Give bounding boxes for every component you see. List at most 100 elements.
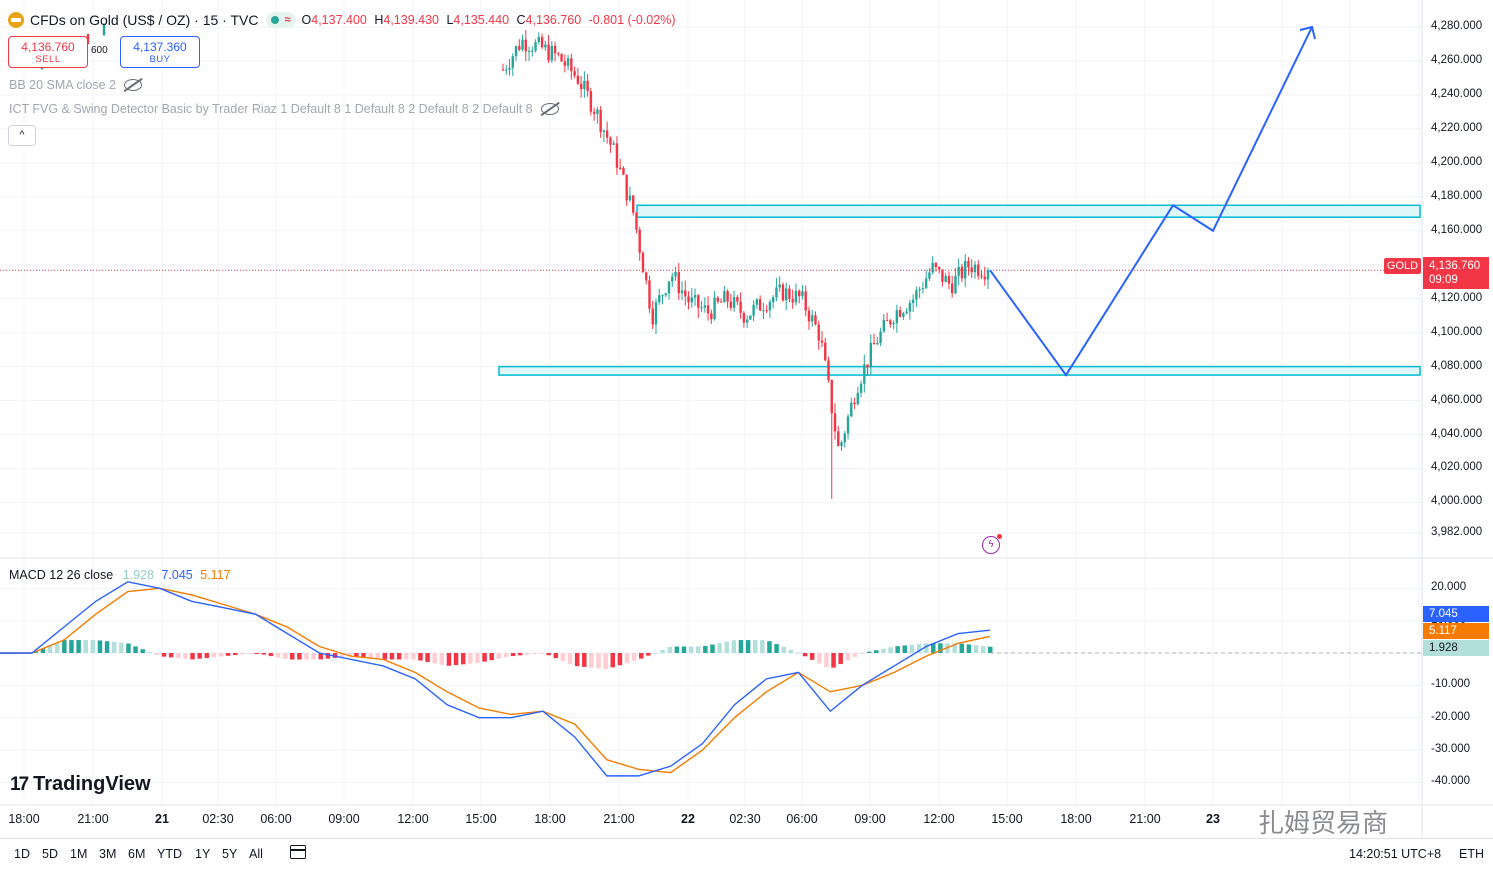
price-tick: 4,120.000 [1431, 291, 1483, 304]
time-tick: 09:00 [854, 812, 886, 826]
candle-body [739, 301, 742, 313]
range-button-ytd[interactable]: YTD [157, 847, 182, 861]
macd-histogram-bar [966, 644, 972, 653]
flash-alert-icon[interactable]: ϟ [982, 534, 1002, 554]
macd-histogram-bar [318, 653, 324, 660]
candle-body [853, 402, 856, 405]
candle-body [667, 281, 671, 294]
buy-label: BUY [149, 53, 171, 65]
price-tick: 4,020.000 [1431, 461, 1483, 474]
macd-hist-value: 1.928 [122, 568, 154, 582]
macd-histogram-bar [574, 653, 580, 667]
indicator-bb[interactable]: BB 20 SMA close 2 [9, 78, 143, 92]
tradingview-mark-icon: 17 [10, 773, 29, 795]
macd-histogram-bar [881, 648, 886, 653]
macd-histogram-bar [468, 653, 473, 664]
candle-body [911, 299, 915, 304]
indicator-ict[interactable]: ICT FVG & Swing Detector Basic by Trader… [9, 102, 559, 116]
macd-histogram-bar [197, 653, 202, 659]
range-button-1y[interactable]: 1Y [195, 847, 211, 861]
macd-histogram-bar [603, 653, 608, 670]
macd-legend[interactable]: MACD 12 26 close 1.928 7.045 5.117 [9, 568, 231, 582]
range-button-3m[interactable]: 3M [99, 847, 117, 861]
macd-histogram-bar [745, 640, 751, 653]
time-tick: 06:00 [260, 812, 292, 826]
candle-body [693, 295, 697, 298]
macd-histogram-bar [895, 646, 900, 653]
candle-body [573, 71, 576, 76]
candle-body [651, 308, 654, 325]
candle-body [964, 260, 967, 279]
sell-button[interactable]: 4,136.760 SELL [8, 36, 88, 68]
macd-histogram-bar [240, 653, 245, 655]
price-tick: 4,220.000 [1431, 121, 1483, 134]
macd-histogram-bar [154, 653, 160, 656]
candle-body [980, 275, 983, 277]
macd-histogram-bar [446, 653, 452, 666]
candle-body [967, 260, 970, 268]
candle-body [814, 315, 817, 325]
macd-histogram-bar [802, 653, 808, 657]
macd-histogram-bar [639, 653, 644, 659]
candle-body [840, 442, 843, 447]
tradingview-brand: TradingView [33, 773, 151, 795]
collapse-legend-button[interactable]: ^ [8, 125, 36, 146]
symbol-title[interactable]: CFDs on Gold (US$ / OZ) · 15 · TVC [30, 12, 259, 28]
macd-histogram-bar [453, 653, 459, 666]
projection-path [989, 26, 1313, 377]
price-tick: 4,180.000 [1431, 189, 1483, 202]
candle-body [791, 298, 794, 303]
candle-body [599, 109, 602, 132]
candle-body [706, 305, 710, 314]
macd-histogram-bar [140, 649, 145, 653]
signal-line-tag: 5.117 [1423, 623, 1489, 639]
range-button-1m[interactable]: 1M [70, 847, 88, 861]
range-button-6m[interactable]: 6M [128, 847, 146, 861]
candle-body [902, 313, 905, 317]
macd-histogram-bar [809, 653, 815, 660]
tradingview-logo[interactable]: 17 TradingView [10, 773, 151, 796]
session-toggle[interactable]: ETH [1459, 847, 1484, 861]
hidden-eye-icon[interactable] [124, 79, 143, 91]
macd-histogram-bar [710, 644, 715, 653]
macd-histogram-bar [161, 653, 167, 657]
candle-body [960, 266, 964, 279]
data-delay-icon: ≈ [284, 14, 291, 26]
macd-histogram-bar [218, 653, 224, 657]
low-value: 4,135.440 [453, 13, 510, 27]
macd-histogram-bar [282, 653, 288, 659]
macd-histogram-bar [831, 653, 836, 668]
macd-histogram-bar [339, 653, 345, 658]
candle-body [671, 276, 674, 282]
time-tick: 02:30 [729, 812, 761, 826]
candle-body [928, 272, 931, 279]
buy-button[interactable]: 4,137.360 BUY [120, 36, 200, 68]
macd-histogram-bar [375, 653, 380, 659]
macd-signal-value: 5.117 [200, 568, 231, 582]
macd-histogram-bar [674, 646, 680, 653]
time-tick: 18:00 [534, 812, 566, 826]
candle-body [511, 56, 514, 68]
candle-body [684, 290, 687, 297]
candle-body [625, 174, 628, 201]
candle-body [557, 53, 560, 55]
candle-body [505, 69, 508, 71]
bottom-toolbar [0, 838, 1493, 870]
macd-histogram-bar [325, 653, 331, 659]
range-button-5y[interactable]: 5Y [222, 847, 238, 861]
range-button-5d[interactable]: 5D [42, 847, 58, 861]
projection-arrowhead [1299, 25, 1316, 40]
range-button-all[interactable]: All [249, 847, 263, 861]
hidden-eye-icon[interactable] [540, 103, 559, 115]
clock[interactable]: 14:20:51 UTC+8 [1349, 847, 1442, 861]
candle-body [784, 288, 788, 301]
macd-histogram-bar [760, 640, 765, 653]
range-button-1d[interactable]: 1D [14, 847, 30, 861]
macd-tick: 20.000 [1431, 581, 1467, 594]
calendar-icon[interactable] [290, 845, 306, 859]
market-status-pill[interactable]: ≈ [266, 12, 296, 28]
macd-histogram-bar [717, 643, 722, 653]
symbol-header[interactable]: CFDs on Gold (US$ / OZ) · 15 · TVC ≈ O4,… [8, 10, 680, 30]
time-tick: 06:00 [786, 812, 818, 826]
